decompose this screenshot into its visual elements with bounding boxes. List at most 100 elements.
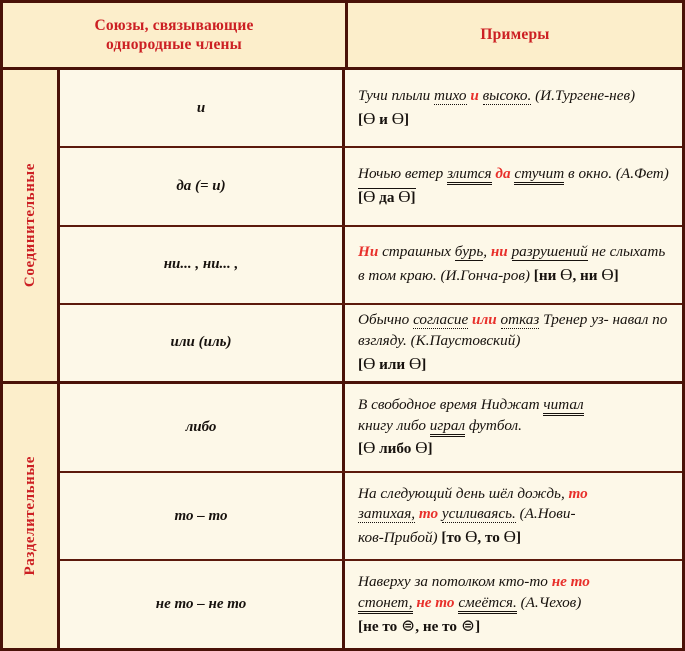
underlined-word: согласие [413,311,469,330]
cell-conjunction: то – то [60,472,345,560]
scheme-conj: ни [538,267,561,285]
section-label-connective-text: Соединительные [21,163,38,288]
scheme-conj: и [375,110,392,128]
header-cell-examples: Примеры [348,3,682,67]
example-part: страшных [378,243,455,261]
conjunction-highlight: то [568,484,588,502]
scheme-open: [ [533,267,539,285]
scheme-circle: Ө [363,438,376,458]
conjunction-highlight: то [418,505,439,523]
scheme-conj: не то [363,617,402,635]
scheme-circle: Ө [391,108,404,128]
section-disjunctive-rows: либо В свободное время Ниджат читал книг… [60,384,682,649]
example-part: в [564,165,575,183]
underlined-word: читал [543,395,584,416]
scheme-circle: Ө [363,108,376,128]
cell-example: Тучи плыли тихо и высоко. (И.Тургене-нев… [345,70,682,146]
cell-conjunction: и [60,70,345,147]
example-text: Тучи плыли тихо и высоко. (И.Тургене-нев… [358,86,671,130]
scheme-circle: ⊜ [401,615,416,635]
example-author: (А.Чехов) [516,593,582,611]
example-part: Обычно [358,311,414,329]
underlined-word: усиливаясь. [441,505,516,524]
scheme-close: ] [475,617,481,635]
cell-example: Ни страшных бурь, ни разрушений не слыха… [345,227,682,303]
example-part: книгу либо [358,416,430,434]
scheme-notation: [Ө либо Ө] [358,438,433,458]
cell-example: Ночью ветер злится да стучит в окно. (А.… [345,148,682,224]
cell-conjunction: либо [60,384,345,471]
scheme-close: ] [421,355,427,373]
example-author: (И.Тургене- [531,86,610,104]
scheme-open: [ [441,528,447,546]
scheme-circle: Ө [465,526,478,546]
example-part: не слыхать в том краю. (И.Гонча- [358,243,666,285]
underlined-word: затихая, [358,505,416,524]
example-text: Ни страшных бурь, ни разрушений не слыха… [358,242,671,286]
cell-conjunction: или (иль) [60,304,345,381]
scheme-open: [ [358,440,364,458]
underlined-word: играл [429,416,466,437]
table-row: и Тучи плыли тихо и высоко. (И.Тургене-н… [60,70,682,149]
underlined-word: злится [447,165,492,186]
example-part: Тучи плыли [358,86,434,104]
scheme-circle: Ө [363,186,376,206]
scheme-close: ] [515,528,521,546]
table-row: не то – не то Наверху за потолком кто-то… [60,561,682,649]
example-text: Ночью ветер злится да стучит в окно. (А.… [358,164,671,208]
scheme-circle: Ө [408,353,422,373]
scheme-notation: [не то ⊜, не то ⊜] [358,615,481,635]
cell-example: В свободное время Ниджат читал книгу либ… [345,384,682,471]
scheme-conj: либо [375,440,416,458]
example-part: , [483,243,491,261]
section-connective-rows: и Тучи плыли тихо и высоко. (И.Тургене-н… [60,70,682,381]
example-part: футбол. [465,416,522,434]
scheme-close: ] [613,267,619,285]
section-connective: Соединительные и Тучи плыли тихо и высок… [3,70,682,384]
conjunction-label: и [196,99,206,116]
conjunction-highlight: ни [490,243,508,261]
scheme-circle: Ө [560,265,573,285]
example-part [508,243,512,260]
conjunction-highlight: и [470,86,479,104]
scheme-circle: Ө [363,353,376,373]
example-text: В свободное время Ниджат читал книгу либ… [358,395,584,460]
cell-conjunction: ни... , ни... , [60,226,345,303]
scheme-notation: [Ө и Ө] [358,108,409,128]
scheme-conj: то [446,528,466,546]
header-examples-label: Примеры [480,26,550,44]
header-conjunctions-label: Союзы, связывающие однородные члены [94,16,254,53]
scheme-conj: или [375,355,409,373]
scheme-conj: , не то [415,617,461,635]
scheme-open: [ [358,110,364,128]
section-disjunctive: Разделительные либо В свободное время Ни… [3,384,682,649]
cell-example: На следующий день шёл дождь, то затихая,… [345,473,682,560]
scheme-notation: [ни Ө, ни Ө] [533,265,619,285]
underlined-word: стонет, [358,593,413,614]
cell-example: Наверху за потолком кто-то не то стонет,… [345,561,682,648]
scheme-notation: [то Ө, то Ө] [441,526,521,546]
example-part [497,311,501,328]
table-body: Соединительные и Тучи плыли тихо и высок… [3,70,682,649]
conjunction-highlight: не то [416,593,455,611]
conjunction-label: то – то [174,507,228,524]
example-part: На следующий день шёл дождь, [358,484,569,502]
example-part [479,87,483,104]
example-part: Тренер уз- [539,311,609,329]
conjunction-highlight: не то [551,573,590,591]
example-text: На следующий день шёл дождь, то затихая,… [358,484,588,549]
conjunction-highlight: Ни [358,243,379,261]
scheme-circle: Ө [398,186,411,206]
conjunction-label: либо [185,418,217,435]
scheme-conj: , то [477,528,504,546]
table-row: то – то На следующий день шёл дождь, то … [60,472,682,562]
table-row: либо В свободное время Ниджат читал книг… [60,384,682,473]
example-text: Наверху за потолком кто-то не то стонет,… [358,572,590,637]
cell-conjunction: не то – не то [60,561,345,649]
scheme-notation: [Ө да Ө] [358,186,416,206]
section-label-disjunctive-text: Разделительные [21,456,38,576]
underlined-word: стучит [514,165,565,186]
conjunction-label: или (иль) [170,334,232,351]
underlined-word: смеётся. [458,593,517,614]
scheme-conj: да [375,188,399,206]
